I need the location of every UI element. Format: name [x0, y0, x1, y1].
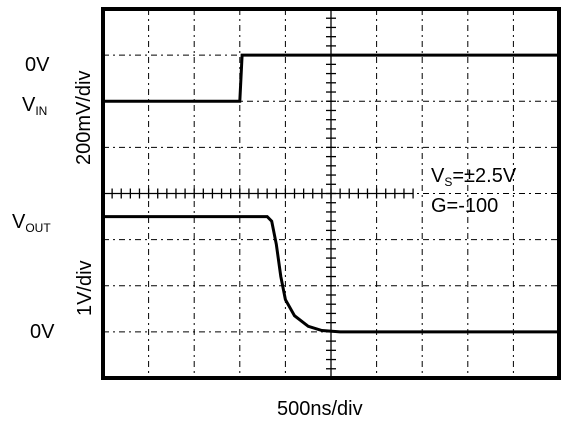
vin-zero-label: 0V	[25, 54, 50, 76]
vin-trace	[103, 53, 559, 103]
supply-annotation: VS=±2.5V	[431, 165, 517, 189]
vin-scale-label: 200mV/div	[73, 70, 95, 166]
vout-scale-label: 1V/div	[74, 260, 96, 316]
gain-annotation: G=-100	[431, 195, 499, 217]
center-axis-ticks	[102, 8, 414, 379]
vin-label: VIN	[22, 94, 48, 118]
x-axis-label: 500ns/div	[277, 398, 363, 420]
plot-frame	[101, 7, 561, 380]
vout-zero-label: 0V	[30, 321, 55, 343]
vout-label: VOUT	[12, 211, 51, 235]
vout-trace	[103, 215, 559, 334]
